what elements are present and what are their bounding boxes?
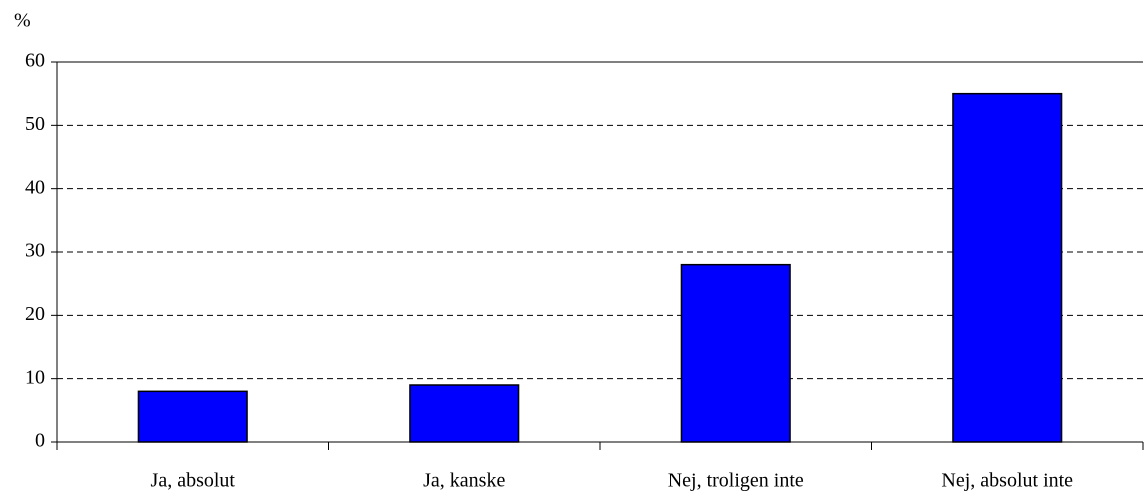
y-tick-label: 30 bbox=[25, 240, 45, 262]
x-tick-label: Nej, troligen inte bbox=[668, 470, 804, 492]
x-tick-label: Ja, absolut bbox=[151, 470, 236, 492]
x-tick-label: Ja, kanske bbox=[423, 470, 505, 492]
y-axis-label: % bbox=[14, 10, 31, 32]
bar bbox=[137, 390, 248, 443]
y-tick-label: 40 bbox=[25, 176, 45, 198]
bar bbox=[680, 263, 791, 443]
bar bbox=[409, 384, 520, 443]
bar bbox=[952, 92, 1063, 443]
y-tick-label: 20 bbox=[25, 303, 45, 325]
y-tick-label: 60 bbox=[25, 50, 45, 72]
y-tick-label: 0 bbox=[35, 430, 45, 452]
y-tick-label: 50 bbox=[25, 113, 45, 135]
x-tick-label: Nej, absolut inte bbox=[941, 470, 1073, 492]
y-tick-label: 10 bbox=[25, 366, 45, 388]
